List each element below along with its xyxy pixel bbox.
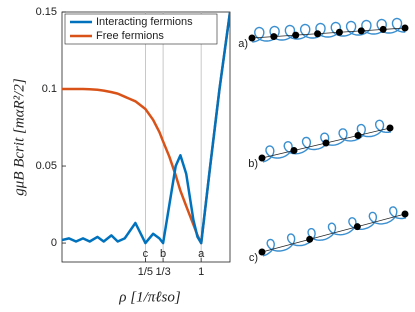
y-axis-label: gμB Bcrit [mαR²/2] xyxy=(11,78,27,196)
x-axis-label: ρ [1/πℓso] xyxy=(118,289,181,305)
marker-label: c xyxy=(143,248,149,260)
legend-box xyxy=(64,13,218,45)
site-dot xyxy=(270,33,278,41)
site-dot xyxy=(353,223,361,231)
y-tick-label: 0 xyxy=(51,237,57,249)
site-dot xyxy=(290,147,298,154)
plot-frame xyxy=(61,11,231,263)
helix xyxy=(262,206,407,257)
diagram-label: a) xyxy=(238,38,248,50)
site-dot xyxy=(401,210,409,218)
helix-axis xyxy=(261,213,406,253)
site-dot xyxy=(322,139,330,147)
site-dot xyxy=(354,132,362,139)
diagram-label: c) xyxy=(249,252,258,264)
y-tick-label: 0.05 xyxy=(36,160,57,172)
marker-label: b xyxy=(160,248,166,260)
legend-label: Interacting fermions xyxy=(96,16,193,28)
marker-label: a xyxy=(198,248,205,260)
site-dot xyxy=(386,124,394,132)
site-dot xyxy=(306,235,314,243)
diagram-label: b) xyxy=(248,158,258,170)
helix xyxy=(252,17,406,43)
site-dot xyxy=(314,30,322,38)
helix-axis xyxy=(251,27,406,39)
site-dot xyxy=(258,248,266,256)
x-tick-label: 1/3 xyxy=(155,266,170,278)
y-tick-label: 0.15 xyxy=(36,6,57,18)
site-dot xyxy=(258,154,266,162)
site-dot xyxy=(292,31,300,39)
site-dot xyxy=(357,27,365,35)
x-tick-label: 1 xyxy=(198,266,204,278)
site-dot xyxy=(379,25,387,33)
site-dot xyxy=(401,24,409,32)
series-line xyxy=(62,11,230,245)
y-tick-label: 0.1 xyxy=(42,83,57,95)
site-dot xyxy=(335,28,343,36)
legend-label: Free fermions xyxy=(96,30,164,42)
site-dot xyxy=(248,34,256,42)
helix xyxy=(262,119,392,163)
x-tick-label: 1/5 xyxy=(138,266,153,278)
